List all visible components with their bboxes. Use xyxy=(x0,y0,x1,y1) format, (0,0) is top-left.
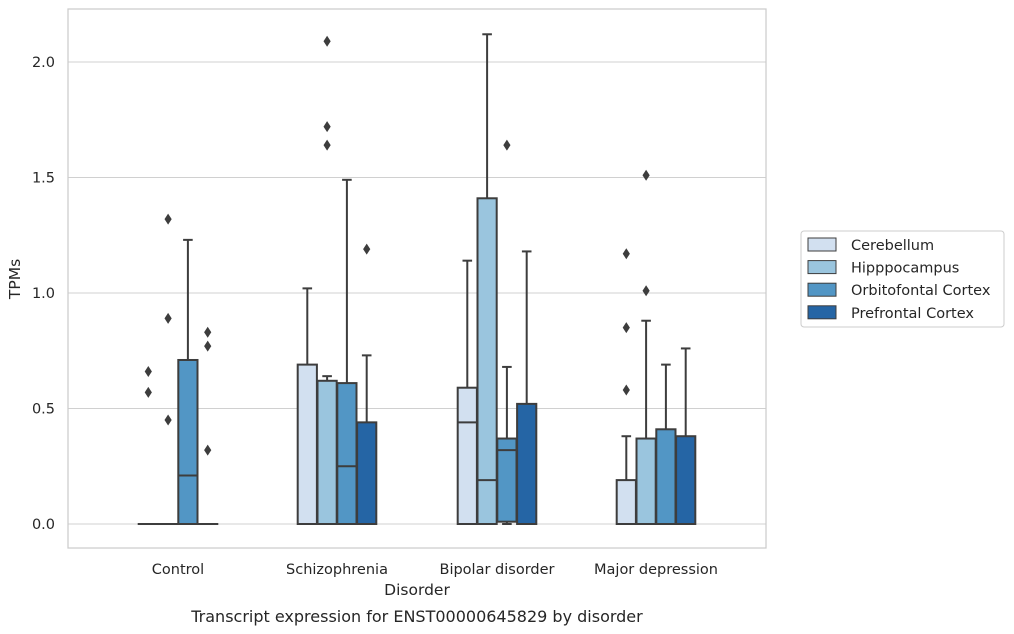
box-prefrontal-cortex xyxy=(197,326,219,526)
outlier-point xyxy=(622,322,630,334)
outlier-point xyxy=(503,139,511,151)
y-axis-title: TPMs xyxy=(6,259,24,300)
outlier-point xyxy=(622,384,630,396)
box-hipppocampus xyxy=(476,33,498,525)
box-cerebellum xyxy=(137,366,159,526)
x-axis-ticks: Control Schizophrenia Bipolar disorder Majo… xyxy=(152,562,718,578)
box-body xyxy=(635,437,657,525)
box-hipppocampus xyxy=(316,35,338,525)
y-tick-label: 0.0 xyxy=(32,517,55,533)
outlier-point xyxy=(204,340,212,352)
box-cerebellum xyxy=(296,287,318,525)
box-body xyxy=(516,402,538,526)
box-cerebellum xyxy=(456,259,478,525)
box-hipppocampus xyxy=(635,169,657,525)
outlier-point xyxy=(642,169,650,181)
box-body xyxy=(296,363,318,525)
box-prefrontal-cortex xyxy=(356,243,378,525)
legend-label: Cerebellum xyxy=(851,238,934,254)
legend-frame xyxy=(800,230,1005,328)
legend-swatch xyxy=(807,260,837,275)
legend-label: Hipppocampus xyxy=(851,261,959,277)
x-tick-label: Major depression xyxy=(594,562,718,578)
outlier-point xyxy=(642,285,650,297)
box-body xyxy=(316,379,338,525)
y-axis-ticks: 0.0 0.5 1.0 1.5 2.0 xyxy=(32,55,55,533)
y-tick-label: 2.0 xyxy=(32,55,55,71)
box-body xyxy=(336,382,358,525)
box-body xyxy=(476,197,498,525)
y-tick-label: 1.5 xyxy=(32,171,55,187)
outlier-point xyxy=(363,243,371,255)
box-orbitofontal-cortex xyxy=(336,178,358,525)
box-orbitofontal-cortex xyxy=(655,363,677,526)
box-orbitofontal-cortex xyxy=(496,139,518,525)
x-tick-label: Bipolar disorder xyxy=(440,562,555,578)
outlier-point xyxy=(164,414,172,426)
outlier-point xyxy=(323,139,331,151)
x-tick-label: Control xyxy=(152,562,204,578)
box-groups xyxy=(137,33,697,526)
box-body xyxy=(177,358,199,525)
outlier-point xyxy=(144,366,152,378)
box-body xyxy=(356,421,378,525)
outlier-point xyxy=(144,386,152,398)
y-tick-label: 0.5 xyxy=(32,402,55,418)
x-tick-label: Schizophrenia xyxy=(286,562,388,578)
outlier-point xyxy=(204,444,212,456)
legend-swatch xyxy=(807,282,837,297)
box-orbitofontal-cortex xyxy=(177,238,199,525)
box-prefrontal-cortex xyxy=(675,347,697,525)
chart-caption: Transcript expression for ENST0000064582… xyxy=(190,607,643,626)
outlier-point xyxy=(323,35,331,47)
box-prefrontal-cortex xyxy=(516,250,538,526)
outlier-point xyxy=(164,213,172,225)
outlier-point xyxy=(164,312,172,324)
box-cerebellum xyxy=(615,248,637,525)
y-tick-label: 1.0 xyxy=(32,286,55,302)
legend-swatch xyxy=(807,305,837,320)
box-body xyxy=(615,479,637,525)
box-body xyxy=(655,428,677,526)
plot-area-frame xyxy=(67,8,767,549)
legend-swatch xyxy=(807,237,837,252)
x-axis-title: Disorder xyxy=(384,581,450,599)
outlier-point xyxy=(323,121,331,133)
box-hipppocampus xyxy=(157,213,179,526)
legend: Cerebellum Hipppocampus Orbitofontal Corte… xyxy=(800,230,1005,328)
legend-label: Orbitofontal Cortex xyxy=(851,283,991,299)
box-body xyxy=(456,386,478,525)
outlier-point xyxy=(622,248,630,260)
outlier-point xyxy=(204,326,212,338)
box-body xyxy=(675,435,697,525)
legend-label: Prefrontal Cortex xyxy=(851,306,974,322)
